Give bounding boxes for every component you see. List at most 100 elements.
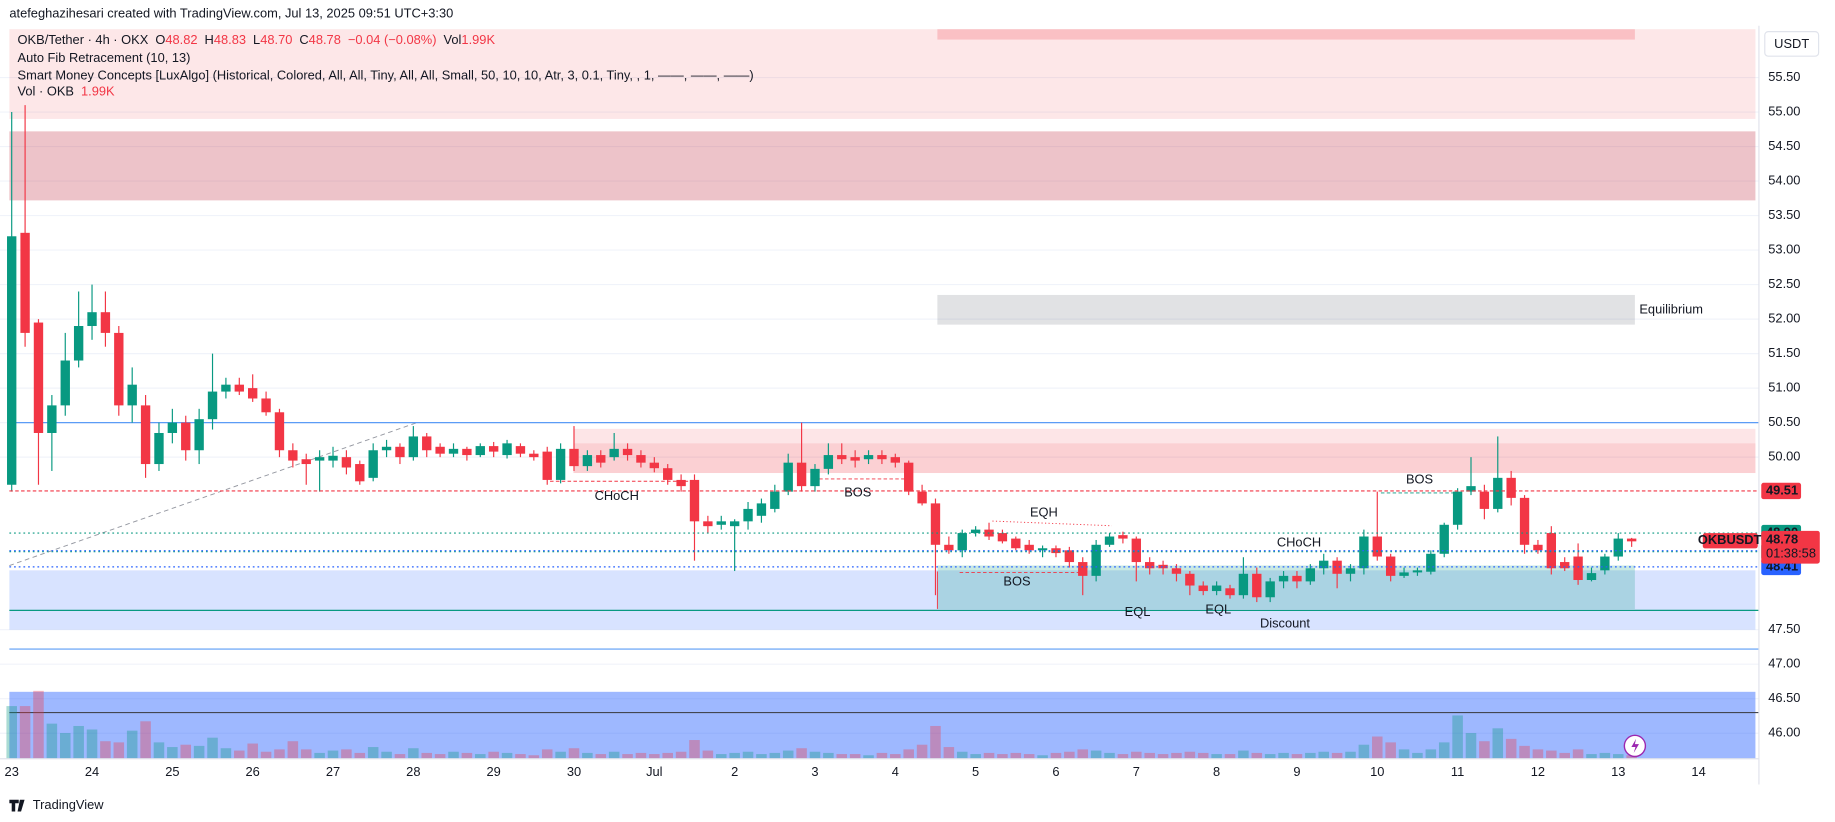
volume-bar (461, 752, 473, 759)
volume-bar (689, 740, 700, 759)
volume-bar (59, 733, 71, 759)
candle-body (20, 232, 30, 333)
volume-bar (1278, 752, 1289, 759)
candle-body (904, 462, 914, 492)
candle-body (1359, 536, 1369, 569)
candle-body (596, 455, 606, 463)
annotation: BOS (1406, 471, 1433, 486)
volume-bar (809, 751, 821, 759)
candle-body (274, 412, 285, 451)
annotation: EQH (1030, 504, 1058, 519)
candle-body (1466, 486, 1476, 492)
candle-body (944, 544, 954, 551)
annotation: BOS (1003, 573, 1030, 588)
volume-bar (86, 729, 98, 759)
volume-bar (207, 737, 218, 759)
annotation: Discount (1260, 616, 1310, 631)
candle-body (1546, 533, 1557, 569)
candle-body (1305, 568, 1316, 582)
candle-body (1185, 573, 1195, 586)
symbol-box (1702, 533, 1758, 549)
x-tick-label: 9 (1293, 764, 1300, 779)
candle-body (663, 468, 673, 480)
candle-body (1158, 564, 1168, 569)
volume-bar (220, 748, 232, 759)
currency-box[interactable] (1764, 31, 1820, 57)
currency[interactable]: USDT (1774, 36, 1809, 51)
volume-bar (1465, 733, 1477, 759)
volume-bar (475, 754, 486, 759)
volume-bar (421, 752, 432, 759)
last-price-label: 48.78 (1766, 532, 1798, 547)
annotation: Equilibrium (1639, 302, 1703, 317)
volume-bar (836, 754, 848, 759)
candle-body (850, 457, 860, 461)
volume-bar (314, 752, 325, 759)
candle-body (1533, 544, 1543, 551)
volume-bar (1305, 752, 1316, 759)
candle-body (1211, 585, 1222, 592)
volume-bar (916, 744, 928, 759)
candle-body (729, 521, 740, 527)
volume-bar (1224, 754, 1236, 759)
volume-bar (1331, 752, 1343, 759)
volume-bar (1358, 744, 1370, 759)
x-tick-label: 13 (1611, 764, 1625, 779)
candle-body (1506, 477, 1516, 498)
zone (9, 29, 1756, 119)
candle-body (1091, 544, 1101, 576)
candle-body (1626, 538, 1637, 542)
volume-bar (1345, 751, 1356, 759)
candle-body (301, 459, 311, 465)
candle-body (114, 332, 124, 406)
volume-bar (501, 752, 513, 759)
candle-body (837, 455, 847, 460)
y-tick-label: 50.50 (1768, 414, 1800, 429)
volume-value: 1.99K (81, 84, 115, 99)
candle-body (1493, 477, 1503, 509)
x-tick-label: 24 (85, 764, 99, 779)
indicator-name: Auto Fib Retracement (10, 13) (18, 50, 191, 65)
volume-bar (528, 755, 540, 759)
volume-bar (1238, 750, 1249, 759)
fib-line (9, 422, 417, 567)
candle-body (810, 468, 820, 487)
y-tick-label: 53.00 (1768, 241, 1800, 256)
candle-body (636, 455, 646, 463)
price-label-box (1761, 482, 1802, 500)
volume-bar (1586, 754, 1597, 759)
candle-body (997, 533, 1008, 542)
x-tick-label: 10 (1370, 764, 1384, 779)
candle-body (930, 503, 941, 545)
volume-bar (823, 752, 834, 759)
volume-bar (488, 751, 499, 759)
volume-bar (1171, 752, 1182, 759)
volume-bar (1010, 752, 1022, 759)
candle-body (47, 405, 57, 433)
volume-bar (622, 754, 633, 759)
volume-bar (1599, 752, 1611, 759)
candle-body (33, 322, 44, 433)
candle-body (1198, 585, 1208, 592)
candle-body (1345, 568, 1356, 574)
y-tick-label: 55.50 (1768, 69, 1800, 84)
volume-bar (167, 747, 178, 759)
volume-bar (1318, 751, 1329, 759)
brand-logo (9, 799, 25, 812)
candle-body (207, 391, 218, 420)
legend-change: −0.04 (−0.08%) (348, 32, 437, 47)
y-tick-label: 52.00 (1768, 311, 1800, 326)
candle-body (1051, 548, 1061, 554)
candle-body (194, 419, 204, 451)
legend-key: C (299, 32, 308, 47)
annotations: CHoCH BOS EQH BOS CHoCH BOS EQL EQL Discount Equi… (595, 302, 1703, 631)
candle-body (1332, 560, 1342, 574)
x-tick-label: 25 (165, 764, 179, 779)
zone (937, 294, 1635, 325)
candle-body (261, 398, 271, 413)
legend-line: OKB/Tether · 4h · OKX O48.82 H48.83 L48.70 C… (18, 32, 496, 47)
volume-bar (1559, 752, 1570, 759)
legend-value: 48.78 (309, 32, 341, 47)
volume-bar (863, 755, 874, 759)
